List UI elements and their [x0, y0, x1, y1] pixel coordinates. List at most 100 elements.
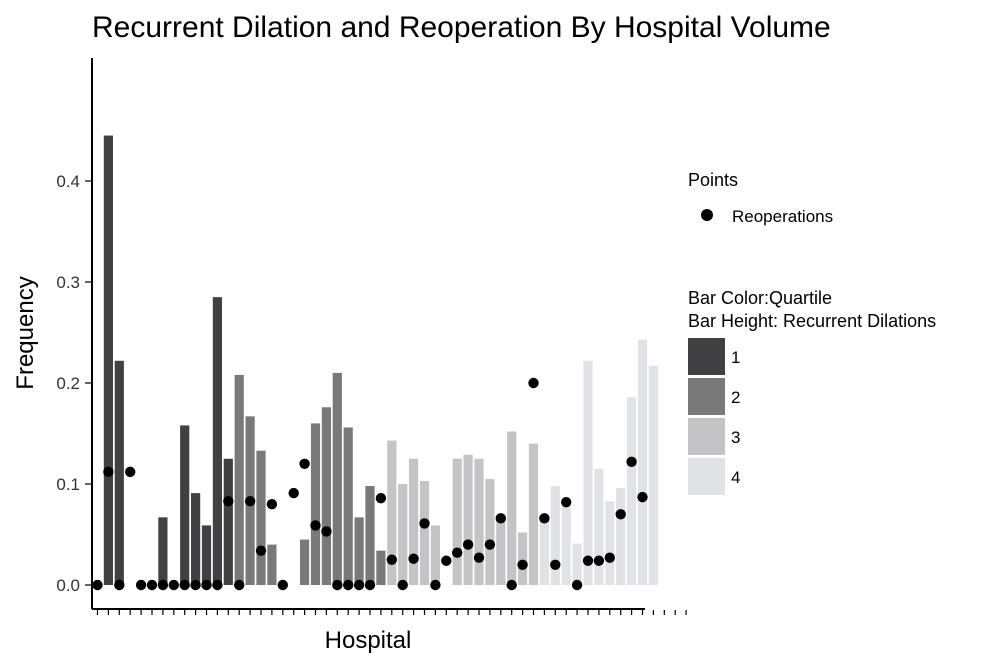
legend-bars-title-line2: Bar Height: Recurrent Dilations [688, 311, 936, 331]
legend: Points Reoperations Bar Color:Quartile B… [688, 170, 936, 495]
point-reoperation-40 [517, 559, 528, 570]
point-reoperation-23 [332, 579, 343, 591]
bar-hospital-39 [507, 431, 517, 585]
bar-hospital-12 [212, 297, 222, 585]
bar-hospital-45 [572, 543, 582, 585]
bar-hospital-10 [191, 493, 201, 585]
point-reoperation-50 [626, 456, 637, 467]
point-reoperation-8 [168, 579, 179, 591]
point-reoperation-22 [321, 526, 332, 537]
x-axis-title: Hospital [325, 627, 412, 654]
bar-hospital-2 [103, 135, 113, 586]
legend-swatch-quartile-3 [688, 418, 725, 455]
bar-hospital-35 [463, 454, 473, 585]
point-reoperation-48 [604, 552, 615, 563]
y-tick-label: 0.0 [56, 576, 80, 595]
legend-bars-title-line1: Bar Color:Quartile [688, 288, 832, 308]
bar-hospital-3 [114, 360, 124, 585]
point-reoperation-44 [561, 496, 572, 508]
legend-quartile-label: 3 [731, 428, 740, 447]
bar-hospital-40 [518, 532, 528, 585]
bar-hospital-43 [550, 486, 560, 585]
bar-hospital-25 [354, 517, 364, 585]
y-tick-label: 0.2 [56, 374, 80, 393]
point-reoperation-24 [343, 579, 354, 591]
bar-hospital-27 [376, 550, 386, 585]
bar-hospital-11 [201, 525, 212, 585]
bar-hospital-44 [561, 501, 571, 585]
bar-hospital-48 [605, 501, 615, 585]
bar-hospital-51 [637, 339, 648, 585]
y-tick-label: 0.3 [56, 273, 80, 292]
point-reoperation-10 [190, 579, 201, 591]
bar-hospital-41 [528, 443, 539, 585]
chart-title: Recurrent Dilation and Reoperation By Ho… [92, 11, 831, 44]
point-reoperation-47 [593, 555, 605, 566]
point-reoperation-13 [223, 495, 234, 507]
bar-hospital-30 [409, 458, 419, 585]
point-reoperation-39 [506, 579, 517, 591]
bar-hospital-28 [387, 440, 397, 585]
bar-hospital-17 [267, 544, 277, 585]
y-tick-label: 0.1 [56, 475, 80, 494]
point-reoperation-2 [103, 466, 114, 478]
point-reoperation-34 [452, 547, 463, 558]
point-reoperation-30 [408, 553, 419, 564]
point-reoperation-33 [441, 555, 452, 566]
legend-swatch-quartile-2 [688, 378, 725, 415]
legend-quartile-label: 4 [731, 468, 740, 487]
point-reoperation-1 [92, 579, 103, 591]
bar-hospital-50 [627, 397, 637, 585]
point-reoperation-49 [615, 509, 626, 520]
point-reoperation-29 [397, 579, 408, 591]
bar-hospital-16 [256, 450, 266, 585]
bar-hospital-37 [485, 478, 495, 585]
y-tick-label: 0.4 [56, 172, 80, 191]
bar-hospital-13 [223, 458, 233, 585]
y-axis-title: Frequency [12, 276, 39, 389]
bar-hospital-24 [343, 427, 353, 585]
point-reoperation-45 [571, 579, 583, 591]
bar-hospital-20 [300, 539, 310, 585]
bar-hospital-47 [594, 468, 604, 585]
point-reoperation-27 [375, 492, 387, 504]
bar-hospital-36 [474, 458, 484, 585]
bar-hospital-21 [310, 423, 321, 585]
point-reoperation-26 [364, 579, 376, 591]
bar-hospital-52 [648, 365, 658, 585]
bar-hospital-42 [539, 517, 549, 585]
legend-quartile-swatches: 1 2 3 4 [688, 338, 740, 495]
point-reoperation-42 [539, 513, 550, 524]
point-reoperation-38 [495, 513, 506, 524]
point-reoperation-51 [637, 491, 648, 503]
bar-hospital-31 [419, 480, 430, 585]
point-reoperation-5 [135, 579, 147, 591]
bar-hospital-22 [321, 407, 331, 585]
point-reoperation-15 [244, 495, 256, 507]
point-reoperation-14 [234, 579, 245, 591]
bar-hospital-49 [616, 488, 626, 585]
bar-hospital-7 [158, 517, 168, 585]
bar-hospital-14 [234, 374, 244, 585]
point-reoperation-6 [146, 579, 158, 591]
bar-hospital-9 [180, 425, 190, 585]
legend-quartile-label: 2 [731, 388, 740, 407]
legend-swatch-quartile-1 [688, 338, 725, 375]
legend-points-label: Reoperations [732, 207, 833, 226]
point-reoperation-43 [550, 559, 561, 570]
legend-swatch-quartile-4 [688, 458, 725, 495]
point-reoperation-18 [277, 579, 288, 591]
bar-hospital-38 [496, 521, 506, 585]
axes: 0.0 0.1 0.2 0.3 0.4 [56, 58, 687, 615]
point-reoperation-21 [310, 520, 321, 531]
bar-hospital-23 [332, 372, 342, 585]
point-reoperation-25 [353, 579, 365, 591]
legend-quartile-label: 1 [731, 348, 740, 367]
point-reoperation-32 [430, 579, 441, 591]
point-reoperation-35 [462, 539, 474, 550]
point-reoperation-41 [528, 377, 539, 389]
bar-hospital-46 [583, 360, 593, 585]
bar-hospital-29 [398, 484, 408, 585]
point-reoperation-16 [255, 545, 267, 556]
